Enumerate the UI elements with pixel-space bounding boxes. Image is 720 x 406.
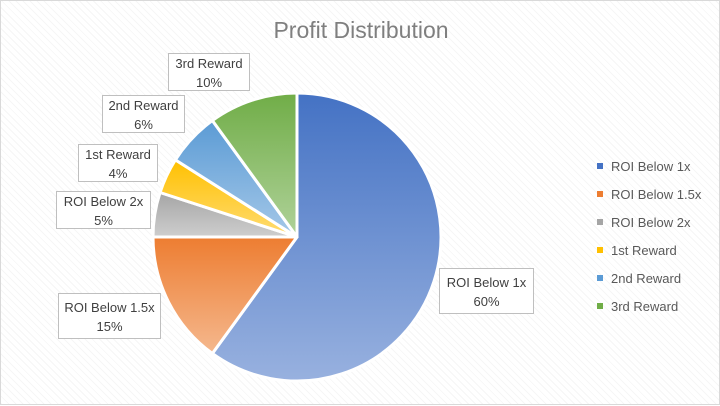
data-label-roi-below-2x: ROI Below 2x 5% xyxy=(56,191,151,229)
pie-slice-roi-below-1x xyxy=(210,91,443,383)
legend-item-roi-below-2x: ROI Below 2x xyxy=(597,208,701,236)
data-label-value: 6% xyxy=(134,117,153,132)
chart-title: Profit Distribution xyxy=(273,17,449,43)
legend-item-2nd-reward: 2nd Reward xyxy=(597,264,701,292)
legend-swatch xyxy=(597,219,603,225)
data-label-category: 2nd Reward xyxy=(108,98,179,113)
legend-swatch xyxy=(597,247,603,253)
legend-label: ROI Below 2x xyxy=(611,214,691,230)
data-label-category: ROI Below 2x xyxy=(63,194,144,209)
legend-label: ROI Below 1x xyxy=(611,158,691,174)
legend: ROI Below 1x ROI Below 1.5x ROI Below 2x 1s… xyxy=(597,152,701,320)
data-label-roi-below-1x: ROI Below 1x 60% xyxy=(439,268,534,314)
data-label-2nd-reward: 2nd Reward 6% xyxy=(102,95,185,133)
legend-swatch xyxy=(597,303,603,309)
data-label-value: 4% xyxy=(108,166,128,181)
legend-label: ROI Below 1.5x xyxy=(611,186,702,202)
legend-item-1st-reward: 1st Reward xyxy=(597,236,701,264)
legend-label: 2nd Reward xyxy=(611,270,682,286)
data-label-category: ROI Below 1.5x xyxy=(64,300,155,315)
data-label-3rd-reward: 3rd Reward 10% xyxy=(168,53,250,91)
legend-label: 1st Reward xyxy=(611,242,677,258)
data-label-category: 1st Reward xyxy=(85,147,151,162)
data-label-roi-below-1-5x: ROI Below 1.5x 15% xyxy=(58,293,161,339)
legend-swatch xyxy=(597,275,603,281)
legend-item-3rd-reward: 3rd Reward xyxy=(597,292,701,320)
data-label-value: 15% xyxy=(96,319,123,334)
legend-swatch xyxy=(597,191,603,197)
data-label-value: 5% xyxy=(94,213,113,228)
pie-slice-3rd-reward xyxy=(210,91,299,239)
legend-item-roi-below-1-5x: ROI Below 1.5x xyxy=(597,180,701,208)
data-label-value: 10% xyxy=(195,75,223,90)
data-label-value: 60% xyxy=(473,294,500,309)
data-label-category: 3rd Reward xyxy=(175,56,243,71)
legend-item-roi-below-1x: ROI Below 1x xyxy=(597,152,701,180)
pie-slice-roi-below-1-5x xyxy=(151,235,299,355)
data-label-category: ROI Below 1x xyxy=(446,275,527,290)
data-label-1st-reward: 1st Reward 4% xyxy=(78,144,158,182)
legend-label: 3rd Reward xyxy=(611,298,679,314)
legend-swatch xyxy=(597,163,603,169)
